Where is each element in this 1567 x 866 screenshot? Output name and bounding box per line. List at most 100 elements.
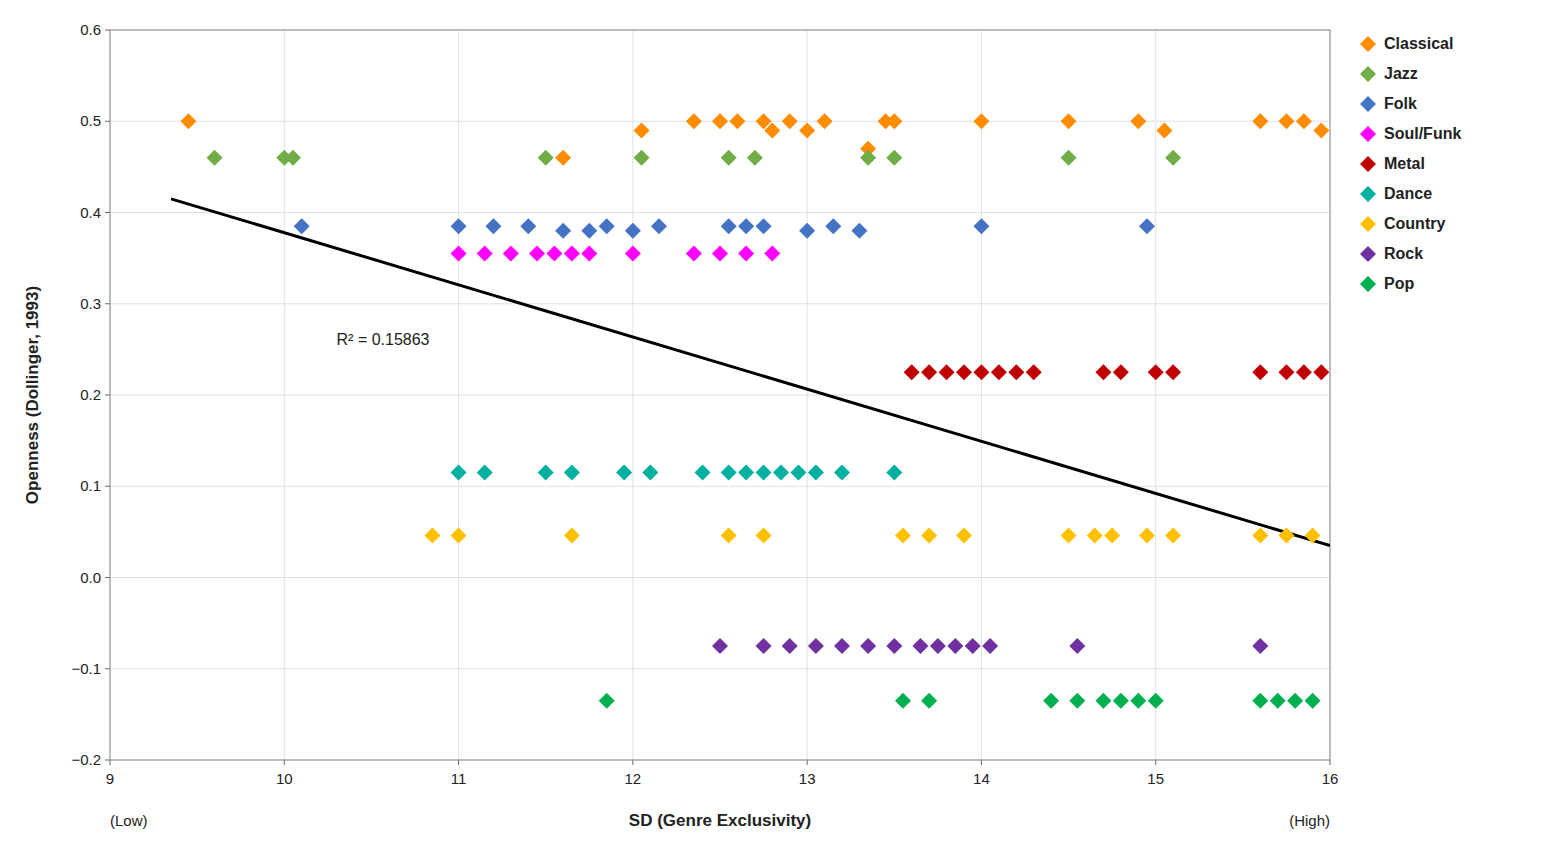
grid <box>110 30 1330 760</box>
legend-swatch <box>1360 126 1376 142</box>
point <box>991 364 1007 380</box>
point <box>712 246 728 262</box>
tick-y <box>105 668 110 669</box>
tick-y <box>105 303 110 304</box>
tick-label-y: 0.5 <box>80 112 101 129</box>
tick-label-x: 15 <box>1147 770 1164 787</box>
point <box>520 218 536 234</box>
point <box>1026 364 1042 380</box>
point <box>799 122 815 138</box>
legend-swatch <box>1360 66 1376 82</box>
series-points <box>207 150 1182 166</box>
point <box>503 246 519 262</box>
point <box>738 218 754 234</box>
tick-y <box>105 760 110 761</box>
annotation: R² = 0.15863 <box>337 331 430 348</box>
point <box>451 465 467 481</box>
point <box>1278 364 1294 380</box>
tick-x <box>807 760 808 765</box>
legend-swatch <box>1360 156 1376 172</box>
point <box>738 465 754 481</box>
point <box>799 223 815 239</box>
legend-label: Metal <box>1384 155 1425 172</box>
point <box>965 638 981 654</box>
point <box>790 465 806 481</box>
point <box>721 465 737 481</box>
point <box>764 122 780 138</box>
point <box>451 528 467 544</box>
point <box>451 246 467 262</box>
point <box>1305 693 1321 709</box>
series-points <box>180 113 1329 166</box>
legend-label: Dance <box>1384 185 1432 202</box>
point <box>982 638 998 654</box>
point <box>712 113 728 129</box>
tick-label-y: 0.6 <box>80 21 101 38</box>
point <box>207 150 223 166</box>
point <box>895 528 911 544</box>
tick-label-x: 11 <box>451 770 467 787</box>
point <box>634 150 650 166</box>
tick-x <box>110 760 111 765</box>
point <box>1252 693 1268 709</box>
tick-y <box>105 121 110 122</box>
series-points <box>424 528 1320 544</box>
point <box>886 113 902 129</box>
point <box>886 638 902 654</box>
point <box>973 364 989 380</box>
tick-label-x: 16 <box>1322 770 1339 787</box>
point <box>895 693 911 709</box>
point <box>564 528 580 544</box>
point <box>424 528 440 544</box>
point <box>860 150 876 166</box>
legend-swatch <box>1360 36 1376 52</box>
tick-x <box>1330 760 1331 765</box>
point <box>1165 150 1181 166</box>
point <box>1305 528 1321 544</box>
legend-label: Jazz <box>1384 65 1418 82</box>
tick-label-y: 0.4 <box>80 204 101 221</box>
point <box>1113 364 1129 380</box>
point <box>956 364 972 380</box>
tick-y <box>105 30 110 31</box>
grid-line-y <box>110 577 1330 578</box>
point <box>1252 364 1268 380</box>
tick-label-y: 0.3 <box>80 295 101 312</box>
point <box>625 246 641 262</box>
tick-label-x: 10 <box>276 770 293 787</box>
point <box>834 465 850 481</box>
point <box>756 465 772 481</box>
series-points <box>451 246 781 262</box>
tick-label-x: 13 <box>799 770 816 787</box>
point <box>1296 113 1312 129</box>
point <box>180 113 196 129</box>
tick-x <box>284 760 285 765</box>
point <box>782 113 798 129</box>
point <box>773 465 789 481</box>
point <box>1130 693 1146 709</box>
point <box>921 528 937 544</box>
point <box>939 364 955 380</box>
legend-label: Country <box>1384 215 1445 232</box>
point <box>825 218 841 234</box>
point <box>581 246 597 262</box>
point <box>721 218 737 234</box>
point <box>1252 113 1268 129</box>
grid-line-y <box>110 212 1330 213</box>
point <box>1252 638 1268 654</box>
point <box>912 638 928 654</box>
point <box>1104 528 1120 544</box>
tick-y <box>105 486 110 487</box>
point <box>721 150 737 166</box>
point <box>904 364 920 380</box>
point <box>973 218 989 234</box>
legend-swatch <box>1360 96 1376 112</box>
point <box>721 528 737 544</box>
point <box>817 113 833 129</box>
point <box>860 638 876 654</box>
point <box>886 150 902 166</box>
point <box>930 638 946 654</box>
point <box>1069 693 1085 709</box>
point <box>686 246 702 262</box>
x-axis-low-label: (Low) <box>110 812 148 829</box>
